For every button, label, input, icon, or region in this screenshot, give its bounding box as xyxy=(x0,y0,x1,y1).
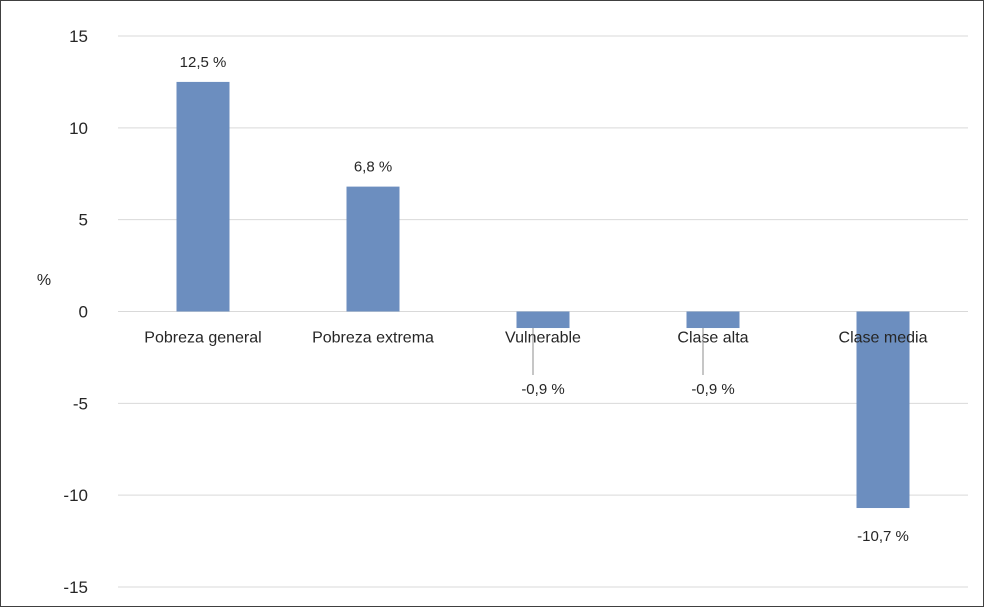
data-label: 12,5 % xyxy=(180,54,227,71)
y-tick-label: 10 xyxy=(69,119,88,138)
category-label: Vulnerable xyxy=(505,330,581,347)
y-tick-label: 5 xyxy=(79,211,88,230)
data-label: -0,9 % xyxy=(521,381,564,398)
bar xyxy=(516,311,570,329)
y-tick-label: 0 xyxy=(79,303,88,322)
bar xyxy=(176,81,230,312)
y-tick-label: 15 xyxy=(69,27,88,46)
category-label: Pobreza general xyxy=(144,330,261,347)
data-label: -0,9 % xyxy=(691,381,734,398)
gridlines xyxy=(118,35,968,588)
bar xyxy=(856,311,910,509)
bars xyxy=(176,81,910,509)
category-label: Pobreza extrema xyxy=(312,330,434,347)
y-axis-label: % xyxy=(37,272,51,289)
bar xyxy=(346,186,400,312)
y-tick-label: -15 xyxy=(63,578,88,597)
data-label: 6,8 % xyxy=(354,159,392,176)
data-label: -10,7 % xyxy=(857,528,909,545)
category-label: Clase alta xyxy=(677,330,748,347)
bar xyxy=(686,311,740,329)
y-axis-ticks: 15 10 5 0 -5 -10 -15 xyxy=(63,27,88,597)
y-tick-label: -5 xyxy=(73,394,88,413)
labels: Pobreza general 12,5 % Pobreza extrema 6,8 … xyxy=(144,54,927,545)
category-label: Clase media xyxy=(839,330,928,347)
y-tick-label: -10 xyxy=(63,486,88,505)
